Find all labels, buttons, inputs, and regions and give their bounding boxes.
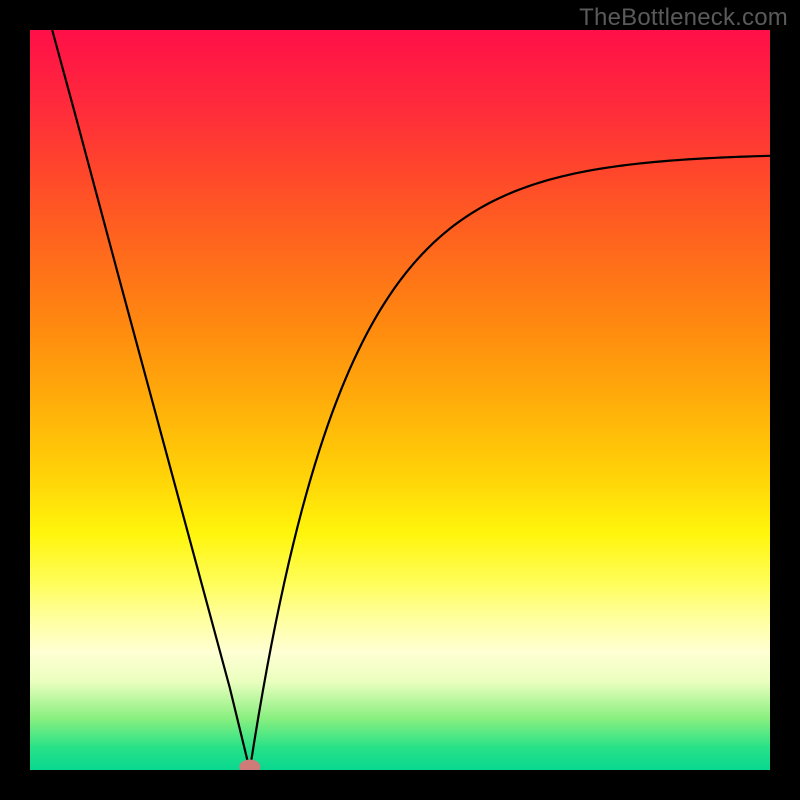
- curve-path: [52, 30, 770, 770]
- chart-frame: TheBottleneck.com: [0, 0, 800, 800]
- watermark-text: TheBottleneck.com: [579, 4, 788, 32]
- plot-area: [30, 30, 770, 770]
- minimum-marker: [240, 760, 260, 770]
- bottleneck-curve: [30, 30, 770, 770]
